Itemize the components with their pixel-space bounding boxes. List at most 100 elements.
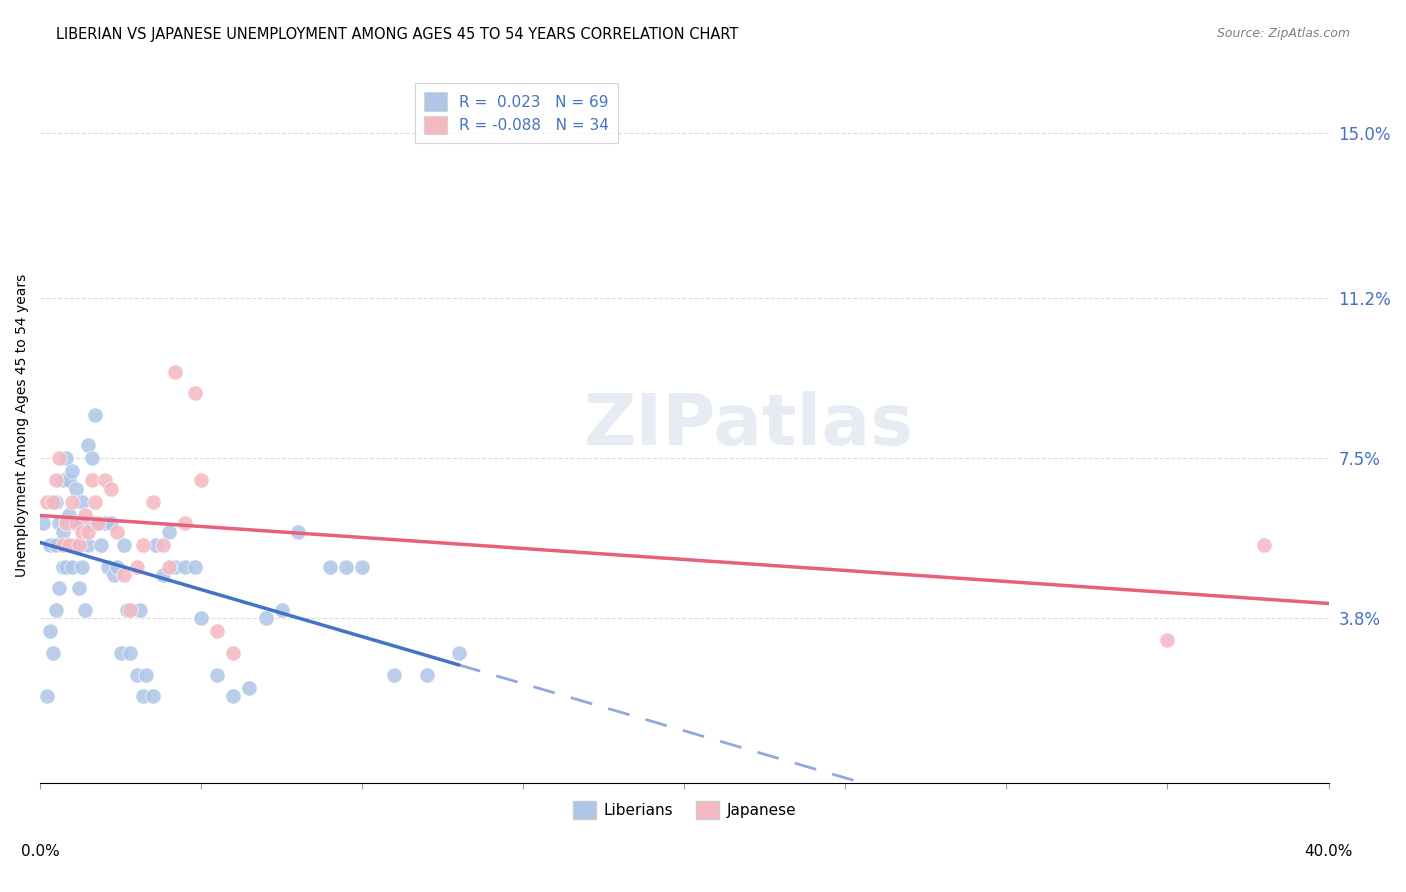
Point [52, 473, 75, 487]
Point [254, 611, 277, 625]
Point [45, 603, 67, 617]
Point [120, 603, 142, 617]
Point [132, 538, 155, 552]
Point [112, 568, 135, 582]
Point [100, 516, 122, 531]
Point [190, 611, 212, 625]
Point [335, 559, 357, 574]
Point [60, 464, 83, 478]
Point [67, 581, 90, 595]
Point [55, 516, 77, 531]
Point [58, 508, 80, 522]
Point [319, 559, 342, 574]
Point [65, 538, 87, 552]
Point [415, 667, 437, 681]
Point [125, 667, 148, 681]
Point [70, 494, 93, 508]
Point [52, 538, 75, 552]
Point [97, 559, 120, 574]
Point [70, 524, 93, 539]
Point [45, 538, 67, 552]
Point [32, 516, 55, 531]
Y-axis label: Unemployment Among Ages 45 to 54 years: Unemployment Among Ages 45 to 54 years [15, 274, 30, 577]
Point [55, 559, 77, 574]
Point [207, 624, 229, 639]
Point [183, 559, 205, 574]
Point [87, 516, 110, 531]
Point [38, 624, 60, 639]
Point [132, 690, 155, 704]
Point [52, 524, 75, 539]
Point [55, 451, 77, 466]
Point [65, 482, 87, 496]
Point [90, 538, 112, 552]
Point [75, 603, 97, 617]
Point [93, 473, 115, 487]
Point [58, 538, 80, 552]
Point [183, 386, 205, 401]
Point [70, 559, 93, 574]
Point [35, 690, 58, 704]
Point [60, 559, 83, 574]
Point [77, 524, 100, 539]
Point [142, 494, 165, 508]
Point [52, 559, 75, 574]
Point [77, 538, 100, 552]
Point [287, 524, 309, 539]
Point [48, 581, 70, 595]
Point [38, 538, 60, 552]
Text: LIBERIAN VS JAPANESE UNEMPLOYMENT AMONG AGES 45 TO 54 YEARS CORRELATION CHART: LIBERIAN VS JAPANESE UNEMPLOYMENT AMONG … [56, 27, 738, 42]
Point [45, 473, 67, 487]
Point [55, 516, 77, 531]
Point [112, 538, 135, 552]
Point [60, 494, 83, 508]
Point [42, 646, 65, 660]
Point [129, 603, 152, 617]
Text: Source: ZipAtlas.com: Source: ZipAtlas.com [1216, 27, 1350, 40]
Point [80, 451, 103, 466]
Point [58, 538, 80, 552]
Point [135, 667, 157, 681]
Text: 40.0%: 40.0% [1305, 845, 1353, 859]
Point [83, 408, 105, 422]
Point [67, 516, 90, 531]
Point [1156, 633, 1178, 648]
Point [152, 538, 174, 552]
Point [1253, 538, 1275, 552]
Point [48, 451, 70, 466]
Point [190, 473, 212, 487]
Point [93, 516, 115, 531]
Point [115, 603, 138, 617]
Point [270, 603, 292, 617]
Point [42, 494, 65, 508]
Point [157, 559, 180, 574]
Legend: Liberians, Japanese: Liberians, Japanese [567, 795, 801, 825]
Point [447, 646, 470, 660]
Point [222, 646, 245, 660]
Point [45, 494, 67, 508]
Point [384, 667, 406, 681]
Text: ZIPatlas: ZIPatlas [583, 392, 914, 460]
Point [165, 365, 187, 379]
Point [87, 516, 110, 531]
Point [352, 559, 374, 574]
Point [58, 473, 80, 487]
Point [100, 482, 122, 496]
Point [107, 524, 129, 539]
Point [77, 438, 100, 452]
Point [142, 690, 165, 704]
Point [83, 494, 105, 508]
Point [67, 538, 90, 552]
Point [222, 690, 245, 704]
Point [75, 508, 97, 522]
Point [120, 646, 142, 660]
Point [35, 494, 58, 508]
Text: 0.0%: 0.0% [21, 845, 59, 859]
Point [48, 516, 70, 531]
Point [80, 516, 103, 531]
Point [107, 559, 129, 574]
Point [80, 473, 103, 487]
Point [207, 667, 229, 681]
Point [174, 516, 197, 531]
Point [152, 568, 174, 582]
